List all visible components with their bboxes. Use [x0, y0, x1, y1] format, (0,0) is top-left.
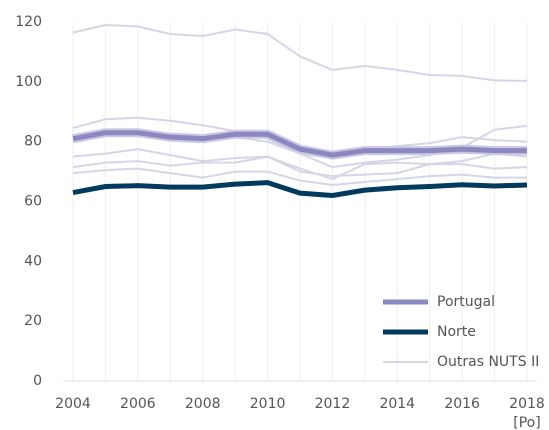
y-tick-label: 60 [24, 194, 42, 210]
x-tick-label: 2012 [315, 396, 351, 412]
y-tick-label: 0 [33, 373, 42, 389]
x-tick-label: 2008 [185, 396, 221, 412]
x-tick-label: 2010 [250, 396, 286, 412]
line [72, 155, 528, 181]
legend-label: Portugal [437, 294, 495, 310]
x-tick-label: 2006 [120, 396, 156, 412]
x-tick-label: 2018 [509, 396, 545, 412]
x-tick-label: 2004 [55, 396, 91, 412]
x-tick-label: 2016 [444, 396, 480, 412]
line [72, 167, 527, 187]
y-tick-label: 20 [24, 313, 42, 329]
line [72, 23, 528, 82]
line [72, 180, 528, 199]
y-tick-label: 120 [15, 14, 42, 30]
y-tick-label: 100 [15, 74, 42, 90]
legend-label: Outras NUTS II [437, 354, 539, 370]
line [72, 130, 527, 158]
line [72, 148, 528, 178]
x-tick-label: 2014 [379, 396, 415, 412]
legend-label: Norte [437, 324, 476, 340]
x-note: [Po] [513, 415, 540, 430]
y-tick-label: 80 [24, 134, 42, 150]
y-tick-label: 40 [24, 253, 42, 269]
